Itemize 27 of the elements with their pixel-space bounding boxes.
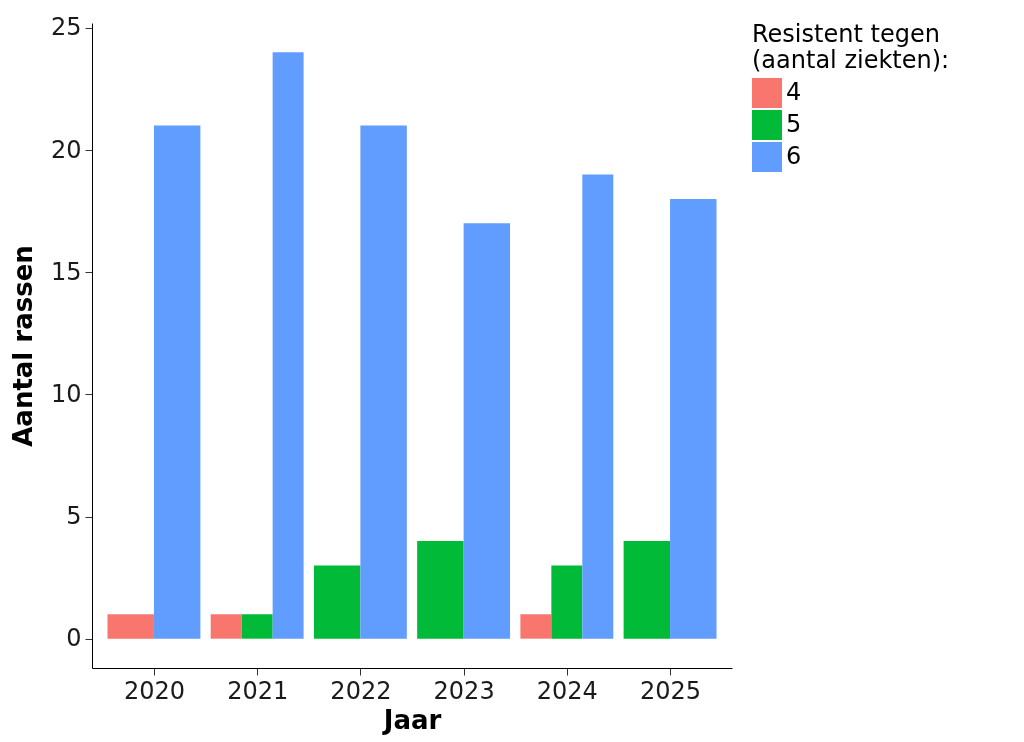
bar <box>153 125 201 639</box>
x-tick-label: 2025 <box>640 676 702 705</box>
x-axis-title: Jaar <box>381 704 442 735</box>
x-tick-label: 2020 <box>123 676 185 705</box>
legend-label: 4 <box>786 78 802 106</box>
bar <box>360 125 407 639</box>
bar <box>417 540 464 639</box>
x-tick-label: 2022 <box>330 676 392 705</box>
y-tick-label: 20 <box>50 135 82 164</box>
legend-label: 6 <box>786 142 802 170</box>
bar <box>313 565 361 639</box>
y-axis-title: Aantal rassen <box>7 245 38 447</box>
legend-title: Resistent tegen (aantal ziekten): <box>752 20 950 74</box>
y-tick-label: 10 <box>50 379 82 408</box>
x-tick-label: 2024 <box>536 676 598 705</box>
bar <box>623 540 671 639</box>
bar <box>520 614 552 639</box>
y-tick-label: 25 <box>50 13 82 42</box>
y-tick-label: 0 <box>66 624 82 653</box>
bar <box>670 198 717 639</box>
x-tick-label: 2023 <box>433 676 495 705</box>
y-tick-label: 15 <box>50 257 82 286</box>
legend-label: 5 <box>786 110 802 138</box>
x-tick-label: 2021 <box>227 676 289 705</box>
bar <box>210 614 242 639</box>
y-tick-label: 5 <box>66 502 82 531</box>
bar <box>463 223 511 639</box>
